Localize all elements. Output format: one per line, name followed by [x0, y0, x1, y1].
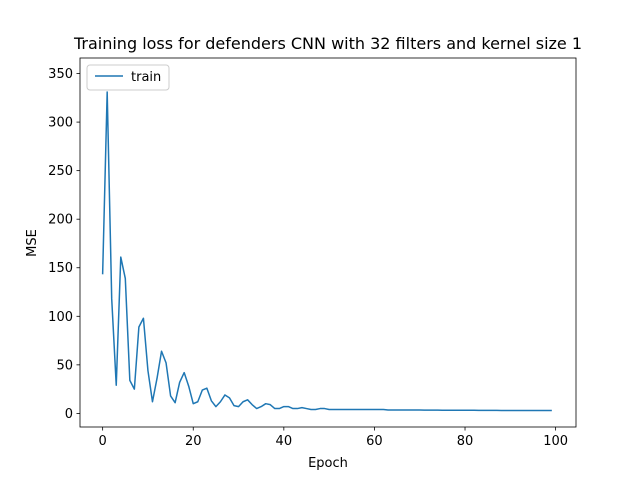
axes-frame — [79, 57, 577, 428]
x-tick-label: 40 — [276, 434, 293, 449]
y-tick-label: 300 — [48, 116, 73, 131]
y-tick-label: 150 — [48, 261, 73, 276]
y-tick-label: 350 — [48, 67, 73, 82]
x-tick-label: 0 — [99, 434, 107, 449]
y-tick-label: 100 — [48, 310, 73, 325]
plot-background — [80, 58, 576, 427]
x-tick-label: 60 — [366, 434, 383, 449]
series-line-train — [101, 91, 552, 412]
y-tick-label: 250 — [48, 164, 73, 179]
y-axis: 0 50 100 150 200 250 300 350 — [48, 67, 80, 422]
legend: train — [86, 64, 170, 91]
legend-label-train: train — [131, 70, 161, 85]
x-tick-label: 80 — [457, 434, 474, 449]
y-axis-label: MSE — [25, 229, 40, 257]
chart-title: Training loss for defenders CNN with 32 … — [73, 34, 582, 53]
x-axis-label: Epoch — [308, 456, 348, 471]
plot-area — [80, 58, 576, 427]
y-tick-label: 0 — [65, 407, 73, 422]
data-layer — [101, 91, 552, 412]
y-tick-label: 50 — [56, 358, 73, 373]
y-tick-label: 200 — [48, 213, 73, 228]
x-tick-label: 100 — [543, 434, 568, 449]
legend-frame — [86, 64, 170, 91]
x-axis: 0 20 40 60 80 100 — [99, 427, 568, 449]
x-tick-label: 20 — [185, 434, 202, 449]
